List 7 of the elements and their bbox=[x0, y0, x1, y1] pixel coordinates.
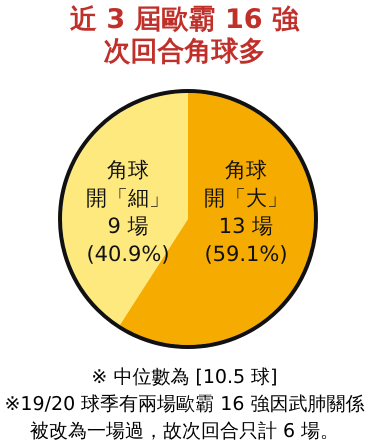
data-label: 13 場 (59.1%) bbox=[204, 214, 288, 266]
chart-title: 近 3 屆歐霸 16 強次回合角球多 bbox=[69, 4, 300, 68]
data-label: 9 場 (40.9%) bbox=[86, 214, 170, 266]
slice-label: 角球開「大」 bbox=[204, 158, 288, 210]
text: ※ 中位數為 [10.5 球] bbox=[90, 365, 279, 390]
text: ※19/20 球季有兩場歐霸 16 強因武肺關係被改為一場過，故次回合只計 6 場。 bbox=[4, 392, 366, 444]
slice-label: 角球開「細」 bbox=[86, 158, 170, 210]
